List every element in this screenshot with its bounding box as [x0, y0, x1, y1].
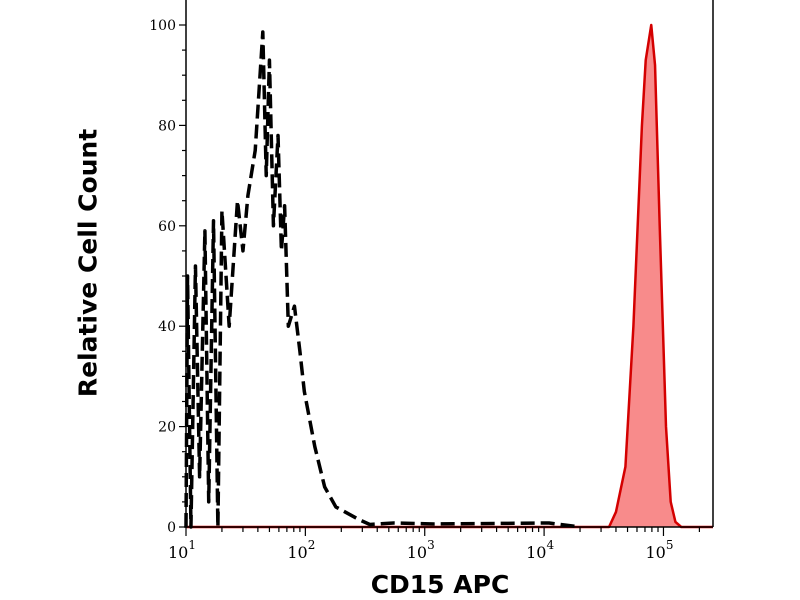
x-axis-label: CD15 APC: [370, 570, 510, 599]
series-line-1: [186, 23, 713, 529]
x-tick-base: 10: [645, 543, 665, 562]
x-tick-label: 103: [407, 538, 435, 562]
x-tick-label: 101: [168, 538, 196, 562]
y-tick-label: 20: [158, 420, 176, 436]
series-line-0: [184, 30, 581, 529]
x-tick-base: 10: [407, 543, 427, 562]
x-tick-exponent: 3: [427, 538, 435, 552]
y-tick-label: 60: [158, 219, 176, 235]
x-tick-exponent: 1: [188, 538, 196, 552]
y-tick-label: 0: [167, 520, 176, 536]
series-fill-1: [186, 25, 713, 527]
x-tick-exponent: 5: [666, 538, 674, 552]
x-tick-base: 10: [168, 543, 188, 562]
x-tick-base: 10: [526, 543, 546, 562]
x-tick-exponent: 4: [546, 538, 554, 552]
y-tick-label: 100: [149, 18, 176, 34]
y-tick-label: 80: [158, 118, 176, 134]
x-tick-exponent: 2: [308, 538, 316, 552]
x-tick-label: 102: [287, 538, 315, 562]
x-tick-label: 104: [526, 538, 554, 562]
x-tick-label: 105: [645, 538, 673, 562]
y-tick-label: 40: [158, 319, 176, 335]
x-tick-base: 10: [287, 543, 307, 562]
y-axis-label: Relative Cell Count: [73, 128, 103, 398]
